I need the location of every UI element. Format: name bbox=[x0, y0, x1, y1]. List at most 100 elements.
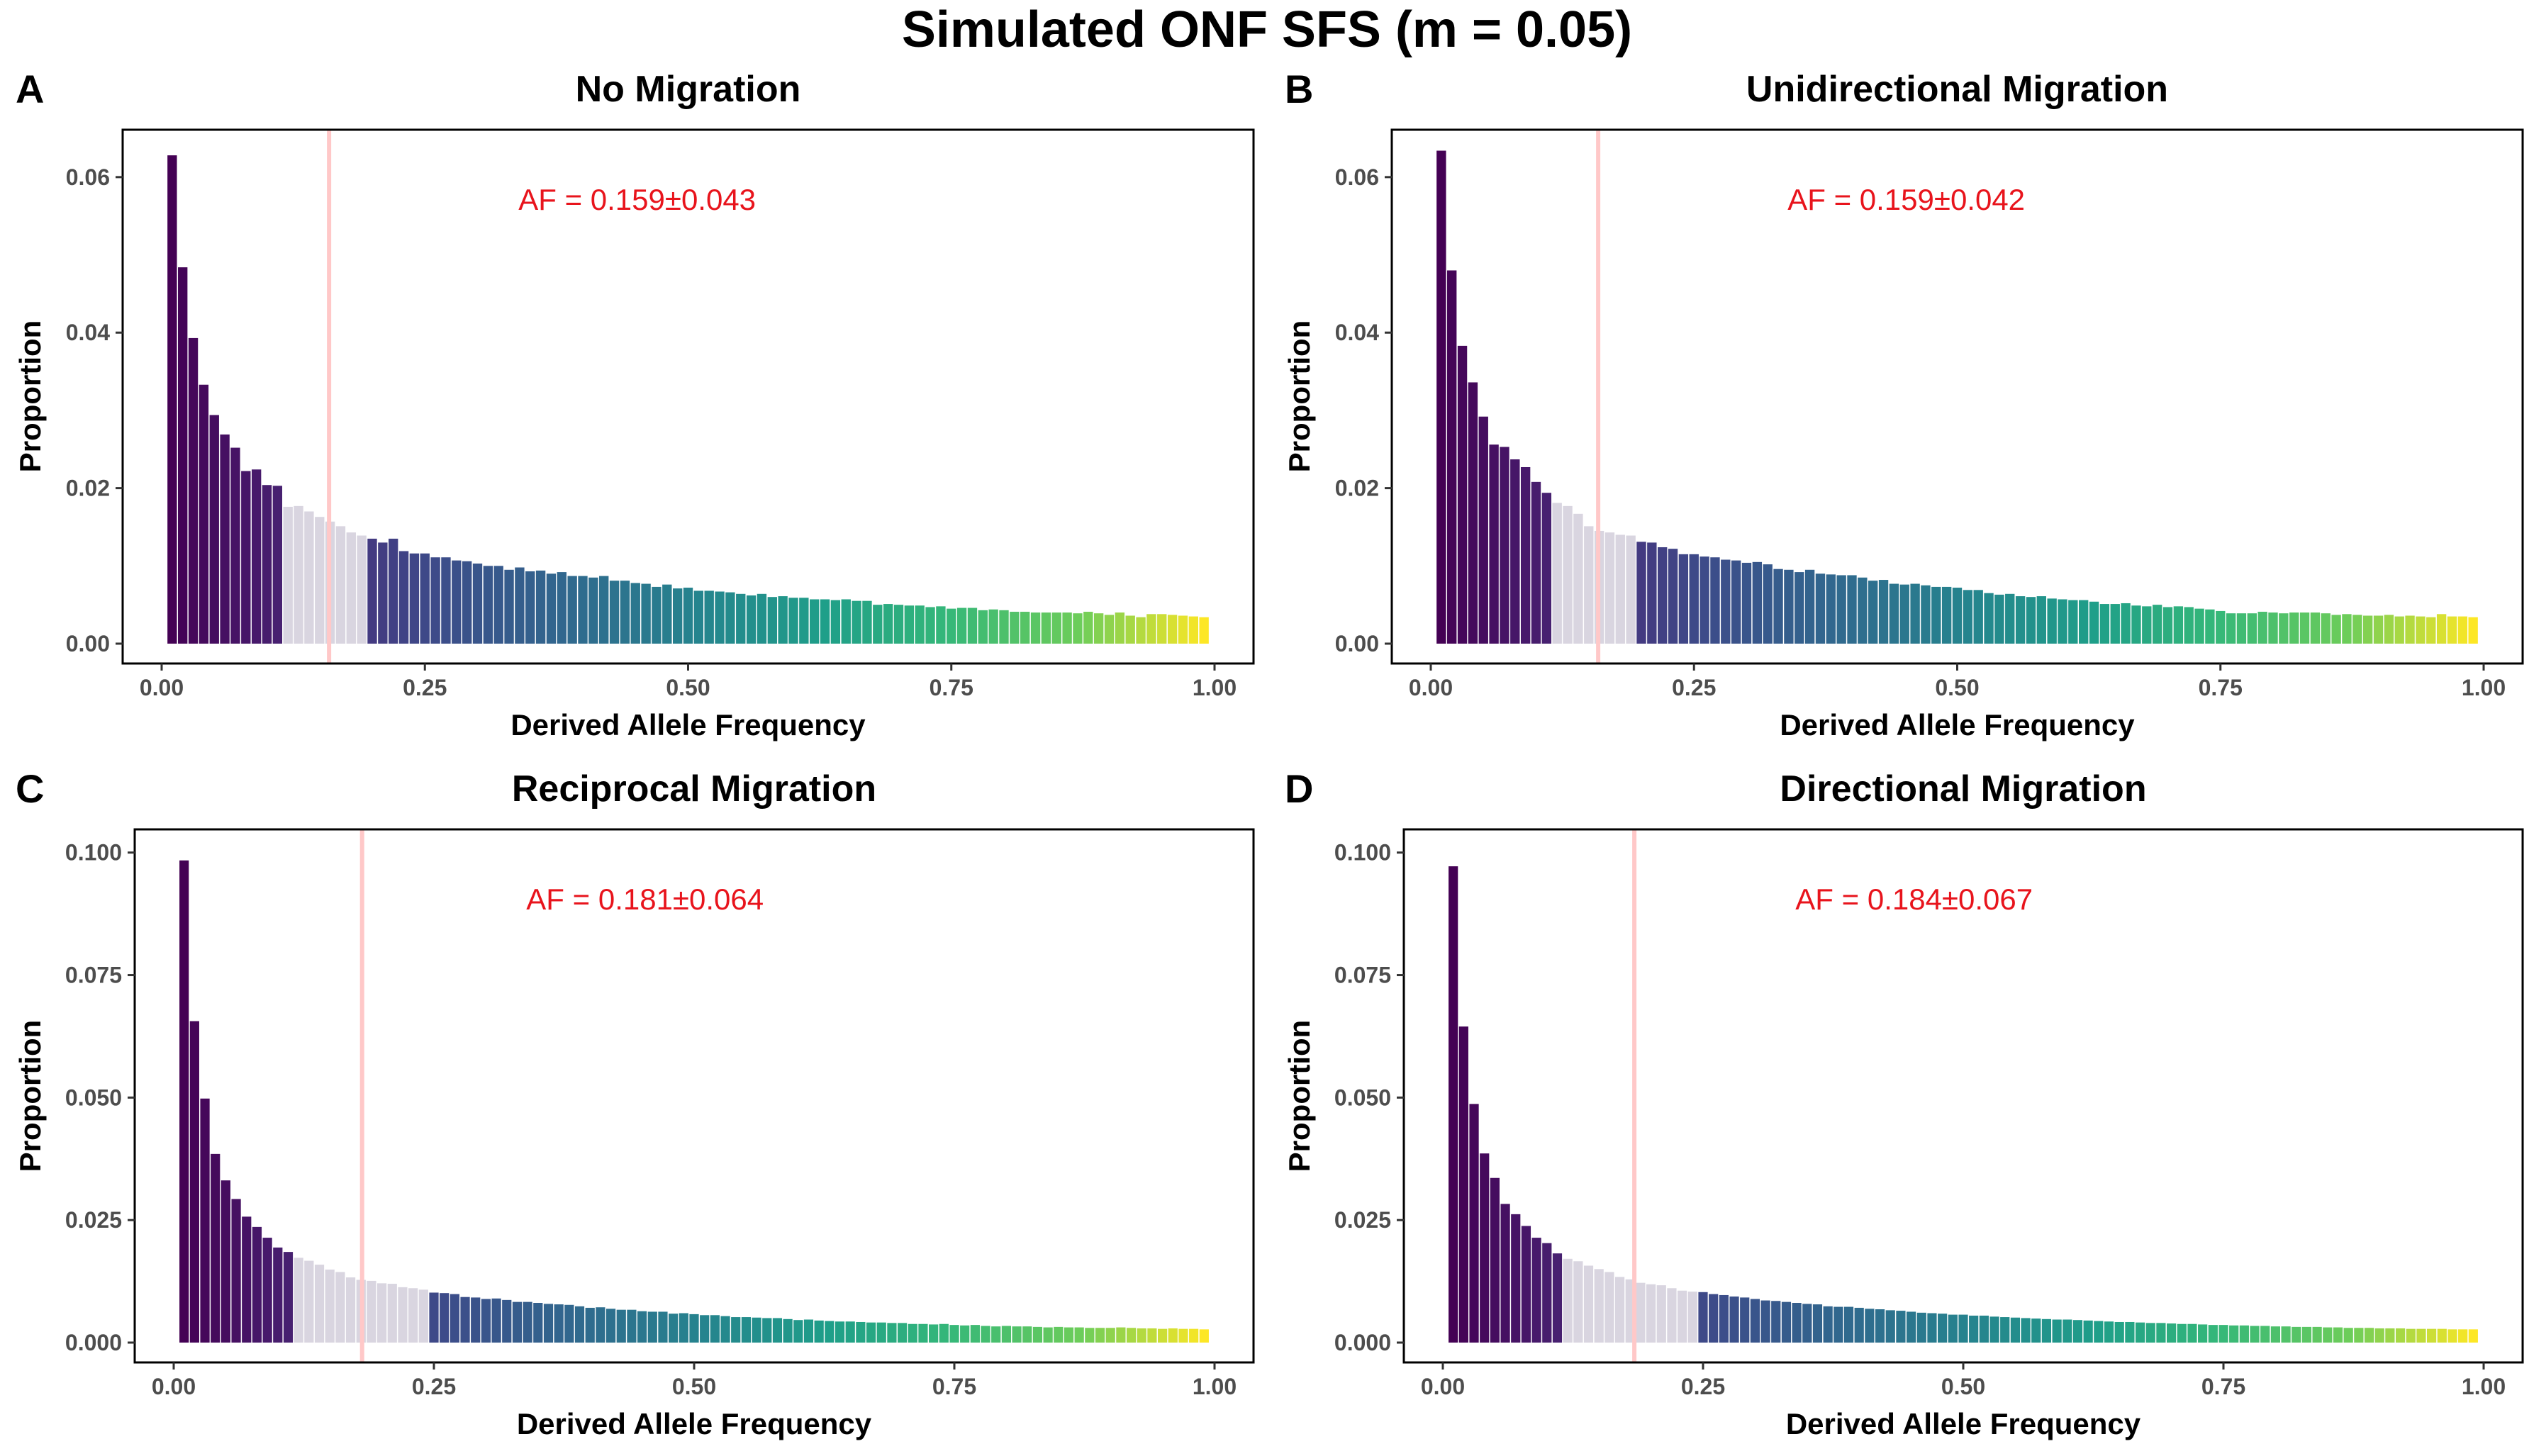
bar bbox=[1584, 526, 1594, 644]
bar bbox=[904, 605, 915, 644]
bar bbox=[1604, 1272, 1614, 1343]
bar bbox=[876, 1322, 886, 1343]
bar bbox=[1658, 547, 1668, 644]
bar bbox=[2187, 1323, 2197, 1343]
bar bbox=[585, 1307, 595, 1343]
bar bbox=[1189, 1328, 1199, 1343]
panel-title: Unidirectional Migration bbox=[1746, 69, 2168, 110]
bar bbox=[2281, 1326, 2291, 1343]
bar bbox=[700, 1315, 710, 1343]
bar bbox=[1199, 617, 1209, 644]
bar bbox=[1731, 560, 1741, 644]
bar bbox=[189, 1021, 199, 1343]
bar bbox=[1604, 532, 1615, 644]
bar bbox=[1563, 505, 1573, 644]
bar bbox=[1719, 1294, 1729, 1343]
y-tick-label: 0.075 bbox=[65, 963, 122, 988]
bar bbox=[897, 1323, 908, 1343]
x-tick-label: 0.25 bbox=[1672, 675, 1716, 700]
bar bbox=[1896, 1311, 1906, 1343]
bar bbox=[1594, 1269, 1604, 1343]
bar bbox=[1771, 1301, 1781, 1343]
bar bbox=[956, 607, 967, 644]
bar bbox=[1678, 1290, 1687, 1343]
af-annotation: AF = 0.181±0.064 bbox=[526, 883, 764, 916]
bar bbox=[1030, 612, 1041, 644]
bar bbox=[2058, 599, 2067, 644]
bar bbox=[672, 588, 683, 644]
bar bbox=[616, 1309, 626, 1343]
bar bbox=[683, 588, 693, 644]
bar bbox=[627, 1309, 637, 1343]
x-tick-label: 0.75 bbox=[932, 1374, 976, 1399]
bar bbox=[830, 600, 841, 644]
bar bbox=[2072, 1320, 2083, 1343]
bar bbox=[1994, 594, 2004, 644]
bar bbox=[1865, 1309, 1875, 1343]
bar bbox=[2104, 1321, 2114, 1343]
bar bbox=[1795, 572, 1804, 644]
af-annotation: AF = 0.159±0.042 bbox=[1787, 183, 2025, 216]
y-axis-title: Proportion bbox=[13, 320, 47, 473]
bar bbox=[1500, 1204, 1510, 1343]
bar bbox=[835, 1321, 845, 1343]
x-tick-label: 0.50 bbox=[672, 1374, 716, 1399]
bar bbox=[866, 1322, 876, 1343]
bar bbox=[2125, 1321, 2135, 1343]
bar bbox=[1095, 1328, 1105, 1343]
bar bbox=[2229, 1325, 2239, 1343]
bar bbox=[2468, 617, 2478, 644]
bar bbox=[483, 566, 493, 644]
bar bbox=[1740, 1297, 1750, 1343]
bar bbox=[1668, 549, 1678, 644]
bar bbox=[852, 600, 861, 644]
bar bbox=[2447, 616, 2457, 644]
bar bbox=[710, 1315, 720, 1343]
bar bbox=[841, 599, 851, 644]
bar bbox=[2052, 1319, 2062, 1343]
bar bbox=[1969, 1315, 1979, 1343]
bar bbox=[793, 1320, 803, 1343]
bar bbox=[1104, 615, 1115, 644]
bar bbox=[2301, 1326, 2312, 1343]
bar bbox=[294, 1258, 303, 1343]
bar bbox=[1916, 1312, 1926, 1343]
bar bbox=[988, 609, 998, 644]
bar bbox=[1741, 562, 1752, 644]
bar bbox=[2448, 1329, 2457, 1343]
bar bbox=[420, 553, 430, 644]
bar bbox=[2394, 616, 2404, 644]
bar bbox=[2310, 612, 2321, 644]
bar bbox=[2373, 615, 2384, 644]
bar bbox=[472, 564, 483, 644]
bar bbox=[1989, 1316, 1999, 1343]
bar bbox=[772, 1318, 783, 1343]
bar bbox=[637, 1311, 647, 1343]
bar bbox=[2362, 615, 2373, 644]
y-tick-label: 0.075 bbox=[1334, 963, 1391, 988]
bar bbox=[262, 1238, 272, 1343]
bar bbox=[389, 538, 398, 644]
bar bbox=[1773, 569, 1783, 644]
bar bbox=[398, 551, 409, 644]
bar bbox=[188, 337, 199, 644]
x-axis-title: Derived Allele Frequency bbox=[1786, 1407, 2141, 1440]
bar bbox=[1729, 1297, 1739, 1343]
panel-b: B Unidirectional Migration AF = 0.159±0.04… bbox=[1283, 67, 2524, 741]
bar bbox=[588, 577, 598, 644]
bar bbox=[999, 610, 1009, 644]
bar bbox=[376, 1283, 387, 1343]
bar bbox=[2114, 1321, 2124, 1343]
bar bbox=[2166, 1323, 2177, 1343]
bar bbox=[725, 592, 735, 644]
bar bbox=[2226, 613, 2236, 644]
bar bbox=[1178, 615, 1188, 644]
bar bbox=[1836, 575, 1846, 644]
bar bbox=[1709, 1294, 1719, 1343]
bar bbox=[1698, 1292, 1708, 1343]
x-tick-label: 0.50 bbox=[666, 675, 710, 700]
bar bbox=[1889, 583, 1899, 644]
bar bbox=[1815, 573, 1826, 644]
bar bbox=[1583, 1265, 1594, 1343]
